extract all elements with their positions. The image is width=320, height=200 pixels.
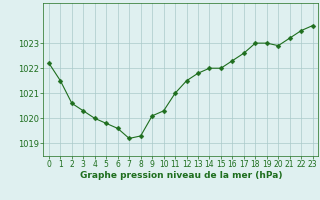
X-axis label: Graphe pression niveau de la mer (hPa): Graphe pression niveau de la mer (hPa) (80, 171, 282, 180)
